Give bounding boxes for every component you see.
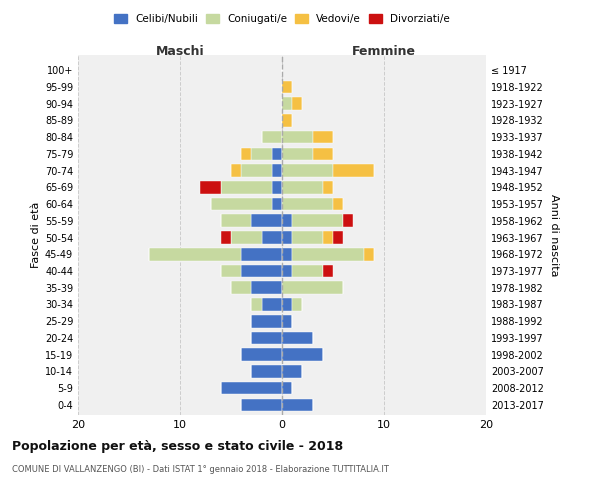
Bar bbox=[272, 164, 282, 177]
Bar bbox=[272, 198, 282, 210]
Bar bbox=[282, 80, 292, 93]
Bar bbox=[241, 248, 282, 260]
Text: Femmine: Femmine bbox=[352, 46, 416, 59]
Bar bbox=[221, 214, 251, 227]
Bar bbox=[282, 382, 292, 394]
Text: Popolazione per età, sesso e stato civile - 2018: Popolazione per età, sesso e stato civil… bbox=[12, 440, 343, 453]
Bar bbox=[251, 315, 282, 328]
Bar bbox=[282, 264, 292, 278]
Bar bbox=[292, 264, 323, 278]
Bar bbox=[251, 298, 262, 311]
Bar bbox=[221, 231, 231, 244]
Bar bbox=[231, 164, 241, 177]
Bar bbox=[292, 248, 364, 260]
Bar bbox=[221, 264, 241, 278]
Bar bbox=[292, 98, 302, 110]
Bar bbox=[262, 131, 282, 143]
Bar bbox=[251, 365, 282, 378]
Bar bbox=[221, 181, 272, 194]
Bar bbox=[282, 315, 292, 328]
Bar bbox=[333, 198, 343, 210]
Bar bbox=[262, 298, 282, 311]
Bar bbox=[282, 164, 333, 177]
Bar bbox=[272, 181, 282, 194]
Bar bbox=[241, 398, 282, 411]
Bar bbox=[282, 181, 323, 194]
Bar bbox=[282, 131, 313, 143]
Bar bbox=[364, 248, 374, 260]
Bar bbox=[282, 198, 333, 210]
Bar bbox=[313, 148, 333, 160]
Bar bbox=[282, 231, 292, 244]
Bar bbox=[323, 231, 333, 244]
Y-axis label: Anni di nascita: Anni di nascita bbox=[549, 194, 559, 276]
Bar bbox=[282, 282, 343, 294]
Bar bbox=[333, 164, 374, 177]
Legend: Celibi/Nubili, Coniugati/e, Vedovi/e, Divorziati/e: Celibi/Nubili, Coniugati/e, Vedovi/e, Di… bbox=[110, 10, 454, 29]
Bar bbox=[251, 282, 282, 294]
Bar bbox=[323, 264, 333, 278]
Bar bbox=[211, 198, 272, 210]
Text: Maschi: Maschi bbox=[155, 46, 205, 59]
Bar bbox=[241, 148, 251, 160]
Bar bbox=[241, 264, 282, 278]
Bar bbox=[282, 114, 292, 126]
Bar bbox=[292, 298, 302, 311]
Bar bbox=[251, 214, 282, 227]
Bar bbox=[272, 148, 282, 160]
Bar bbox=[282, 365, 302, 378]
Bar bbox=[149, 248, 241, 260]
Bar bbox=[282, 348, 323, 361]
Bar bbox=[282, 332, 313, 344]
Bar bbox=[292, 231, 323, 244]
Bar bbox=[282, 248, 292, 260]
Bar bbox=[251, 148, 272, 160]
Bar bbox=[251, 332, 282, 344]
Text: COMUNE DI VALLANZENGO (BI) - Dati ISTAT 1° gennaio 2018 - Elaborazione TUTTITALI: COMUNE DI VALLANZENGO (BI) - Dati ISTAT … bbox=[12, 466, 389, 474]
Y-axis label: Fasce di età: Fasce di età bbox=[31, 202, 41, 268]
Bar bbox=[231, 282, 251, 294]
Bar bbox=[231, 231, 262, 244]
Bar bbox=[282, 98, 292, 110]
Bar bbox=[221, 382, 282, 394]
Bar bbox=[333, 231, 343, 244]
Bar bbox=[282, 214, 292, 227]
Bar bbox=[323, 181, 333, 194]
Bar bbox=[313, 131, 333, 143]
Bar bbox=[262, 231, 282, 244]
Bar bbox=[200, 181, 221, 194]
Bar bbox=[292, 214, 343, 227]
Bar bbox=[241, 164, 272, 177]
Bar bbox=[282, 148, 313, 160]
Bar bbox=[282, 298, 292, 311]
Bar bbox=[343, 214, 353, 227]
Bar bbox=[241, 348, 282, 361]
Bar bbox=[282, 398, 313, 411]
